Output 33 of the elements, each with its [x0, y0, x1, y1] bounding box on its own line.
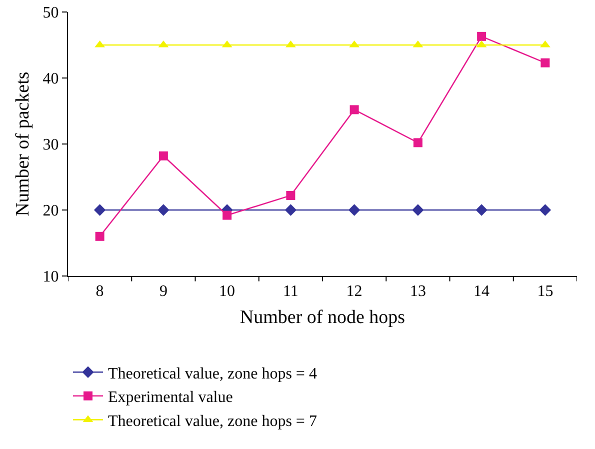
y-axis-title: Number of packets: [12, 72, 34, 216]
y-tick-label: 50: [42, 4, 59, 22]
point: [412, 204, 424, 216]
point: [540, 58, 550, 68]
y-tick-label: 20: [42, 202, 59, 220]
y-tick-label: 10: [42, 268, 59, 286]
point: [95, 232, 104, 241]
point: [94, 204, 106, 216]
x-tick-label: 14: [474, 283, 490, 300]
y-tick-label: 40: [42, 70, 59, 88]
x-axis-title: Number of node hops: [240, 307, 406, 328]
x-tick-label: 10: [219, 283, 236, 300]
legend-label: Theoretical value, zone hops = 7: [108, 412, 317, 430]
x-tick-label: 11: [282, 283, 298, 300]
point: [222, 210, 232, 220]
y-tick-label: 30: [42, 136, 59, 154]
point: [477, 32, 486, 41]
point: [158, 204, 170, 216]
point: [350, 105, 359, 114]
point: [539, 204, 552, 216]
x-tick-label: 9: [159, 283, 168, 300]
point: [476, 204, 488, 216]
point: [286, 190, 296, 200]
x-tick-label: 15: [537, 283, 554, 300]
point: [413, 138, 422, 148]
legend-label: Experimental value: [108, 389, 233, 406]
point: [284, 204, 297, 216]
legend-label: Theoretical value, zone hops = 4: [108, 365, 317, 382]
point: [158, 151, 168, 160]
x-tick-label: 8: [96, 283, 104, 300]
x-tick-label: 13: [410, 283, 426, 300]
point: [348, 204, 360, 216]
x-tick-label: 12: [346, 283, 362, 300]
